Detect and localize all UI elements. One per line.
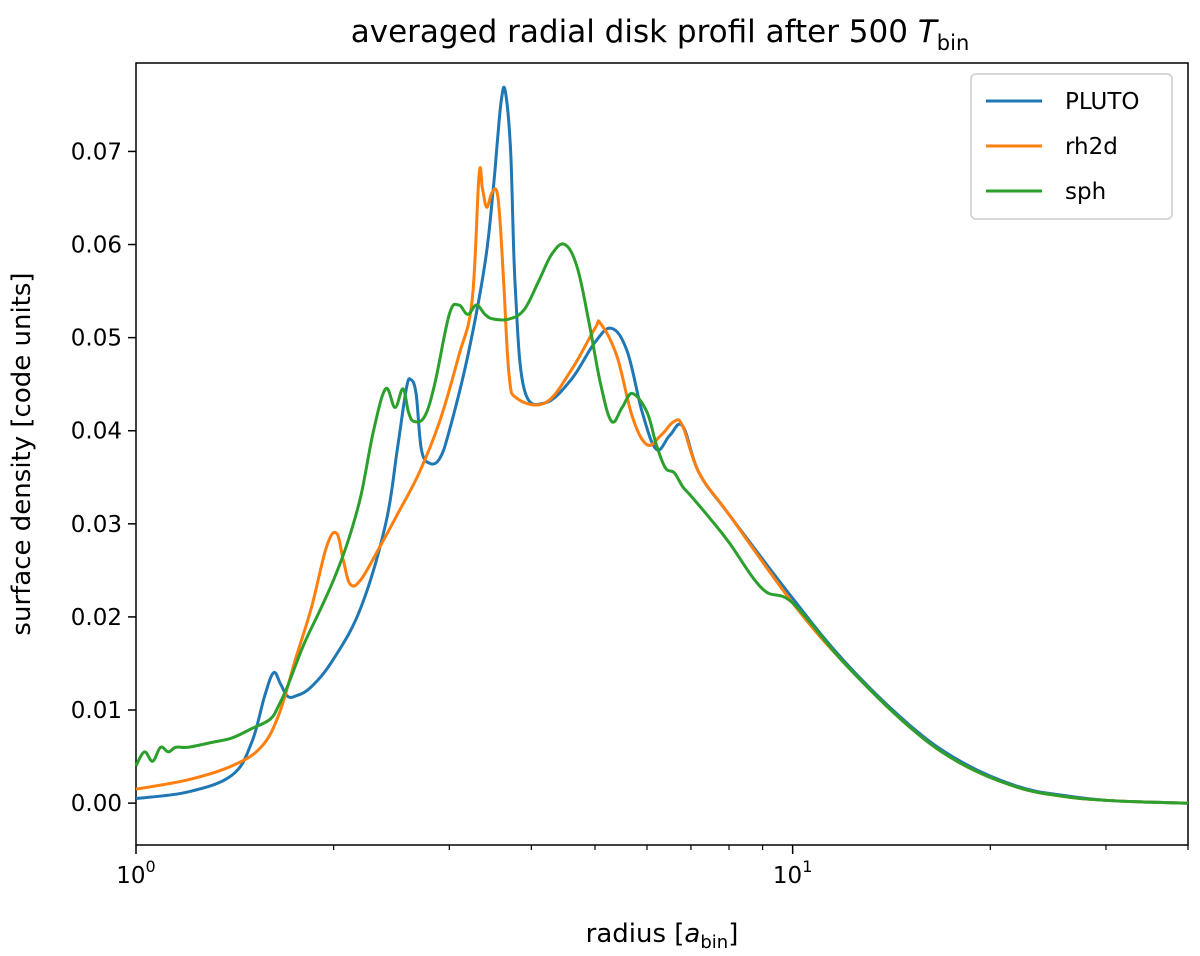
plot-area — [135, 62, 1189, 846]
y-tick-label: 0.01 — [71, 698, 122, 724]
y-tick-label: 0.03 — [71, 512, 122, 538]
y-tick-label: 0.02 — [71, 605, 122, 631]
legend-label-sph: sph — [1065, 179, 1106, 205]
legend-label-pluto: PLUTO — [1065, 89, 1140, 115]
y-tick-label: 0.07 — [71, 139, 122, 165]
y-axis-label: surface density [code units] — [7, 272, 37, 635]
x-axis-label-text: radius [ — [586, 919, 685, 949]
legend-label-rh2d: rh2d — [1065, 134, 1118, 160]
chart-title: averaged radial disk profil after 500 Tb… — [351, 14, 970, 55]
legend: PLUTO rh2d sph — [970, 73, 1173, 220]
x-axis-label-close: ] — [728, 919, 738, 949]
series-line-rh2d — [135, 166, 1189, 805]
y-tick-label: 0.00 — [71, 791, 122, 817]
chart-title-text: averaged radial disk profil after 500 — [351, 14, 918, 50]
x-axis-label: radius [abin] — [586, 919, 739, 953]
series-line-sph — [134, 242, 1189, 805]
y-tick-label: 0.05 — [71, 326, 122, 352]
legend-entries: PLUTO rh2d sph — [986, 89, 1140, 205]
y-tick-label: 0.04 — [71, 419, 122, 445]
legend-box — [970, 73, 1173, 220]
x-axis-label-math-var: a — [684, 919, 700, 949]
x-tick-label-exponent: 0 — [146, 857, 156, 876]
x-axis-ticks: 100 101 — [116, 845, 1189, 889]
x-tick-label: 100 — [116, 857, 155, 889]
x-axis-label-math-sub: bin — [700, 932, 728, 953]
x-tick-label-exponent: 1 — [802, 857, 812, 876]
chart-title-math-sub: bin — [937, 31, 969, 55]
x-tick-label: 101 — [773, 857, 812, 889]
x-tick-label-base: 10 — [116, 863, 145, 889]
x-tick-label-base: 10 — [773, 863, 802, 889]
y-axis-ticks: 0.00 0.01 0.02 0.03 0.04 0.05 0.06 0.07 — [71, 139, 136, 817]
chart-title-math-var: T — [918, 14, 939, 50]
series-line-pluto — [135, 85, 1189, 805]
y-tick-label: 0.06 — [71, 233, 122, 259]
series-layer — [134, 85, 1189, 805]
